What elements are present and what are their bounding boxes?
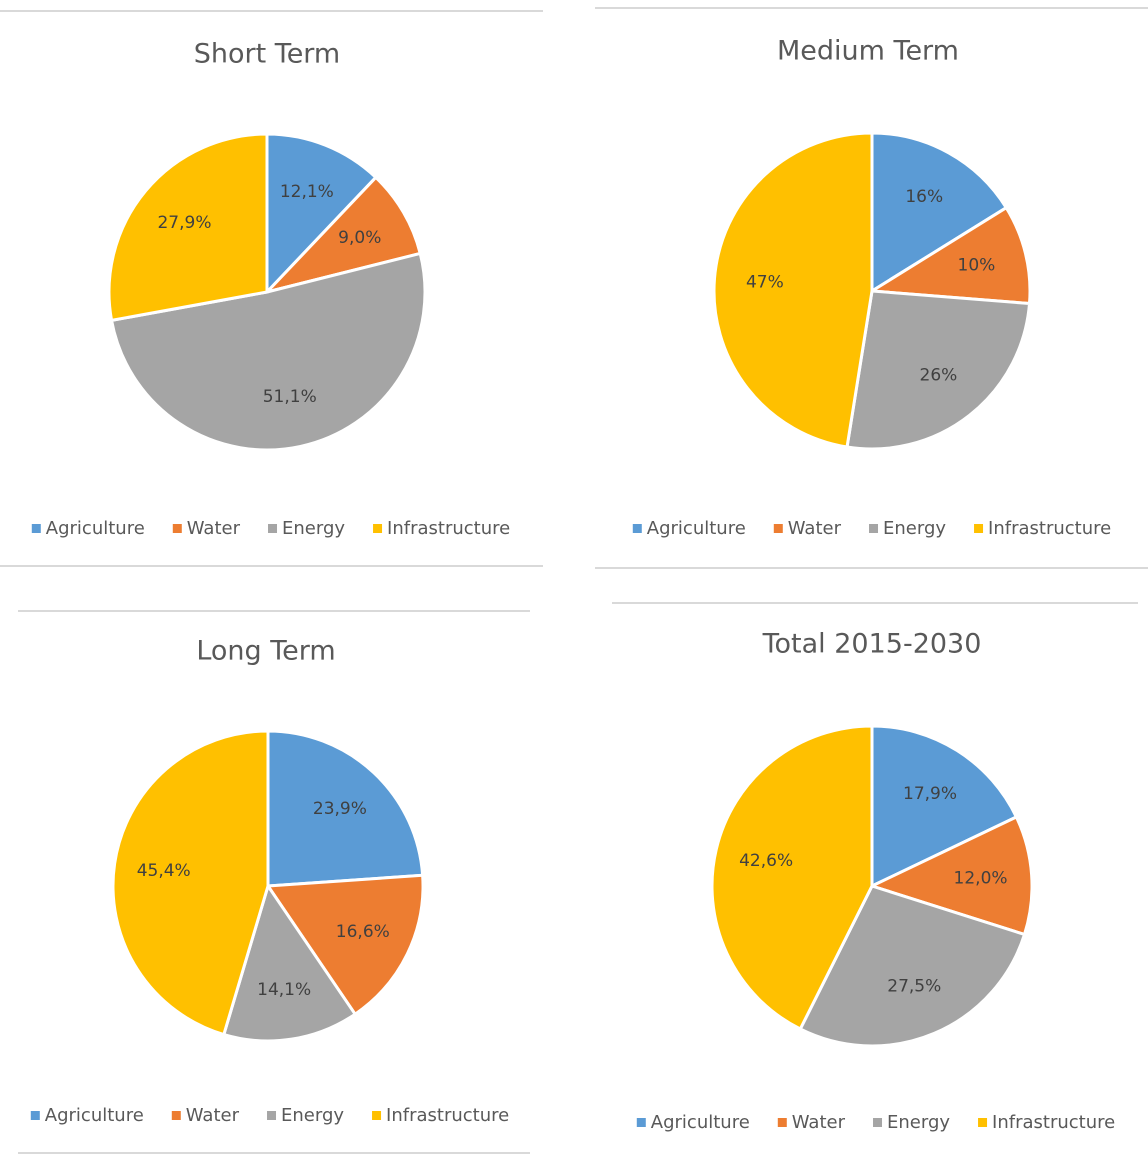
- pie-slice: [867, 205, 1032, 306]
- legend-label: Energy: [282, 518, 345, 539]
- legend-swatch: [373, 524, 383, 533]
- pie-slice: [870, 724, 1019, 889]
- data-label: 26%: [920, 365, 958, 385]
- pie-slice: [262, 175, 423, 295]
- data-label: 42,6%: [739, 851, 793, 871]
- legend-swatch: [268, 524, 278, 533]
- pie-slice: [111, 729, 270, 1037]
- pie-slice: [845, 289, 1032, 451]
- data-label: 12,0%: [954, 868, 1008, 888]
- legend-label: Agriculture: [647, 518, 746, 539]
- legend-swatch: [636, 1118, 646, 1127]
- legend-swatch: [267, 1111, 277, 1120]
- legend-swatch: [31, 524, 41, 533]
- pie-slice: [107, 132, 269, 323]
- pie-slice: [867, 814, 1034, 937]
- data-label: 17,9%: [903, 784, 957, 804]
- legend-label: Infrastructure: [988, 518, 1111, 539]
- legend-label: Infrastructure: [387, 518, 510, 539]
- data-label: 27,9%: [157, 213, 211, 233]
- legend-swatch: [632, 524, 642, 533]
- pie-slice: [265, 873, 425, 1017]
- chart-title: Short Term: [194, 39, 340, 70]
- data-label: 45,4%: [137, 861, 191, 881]
- pie-slice: [109, 251, 427, 452]
- legend-swatch: [869, 524, 879, 533]
- chart-title: Long Term: [196, 636, 335, 667]
- legend-swatch: [30, 1111, 40, 1120]
- legend-label: Infrastructure: [992, 1112, 1115, 1133]
- pie-slice: [710, 724, 874, 1032]
- legend-label: Energy: [887, 1112, 950, 1133]
- legend-swatch: [171, 1111, 181, 1120]
- legend-label: Energy: [883, 518, 946, 539]
- data-label: 47%: [746, 272, 784, 292]
- legend-label: Water: [187, 518, 241, 539]
- legend-label: Water: [788, 518, 842, 539]
- legend-swatch: [873, 1118, 883, 1127]
- data-label: 16,6%: [336, 922, 390, 942]
- legend-swatch: [978, 1118, 988, 1127]
- chart-title: Medium Term: [777, 36, 959, 67]
- data-label: 10%: [958, 256, 996, 276]
- legend-label: Agriculture: [45, 1105, 144, 1126]
- pie-slice: [266, 729, 425, 888]
- legend-label: Infrastructure: [386, 1105, 509, 1126]
- legend-label: Agriculture: [46, 518, 145, 539]
- legend-swatch: [974, 524, 984, 533]
- data-label: 27,5%: [887, 976, 941, 996]
- legend-swatch: [777, 1118, 787, 1127]
- pie-slice: [798, 884, 1027, 1048]
- data-label: 16%: [905, 187, 943, 207]
- data-label: 12,1%: [280, 182, 334, 202]
- pie-slice: [712, 131, 874, 449]
- pie-slice: [265, 132, 378, 296]
- legend-label: Agriculture: [651, 1112, 750, 1133]
- legend-swatch: [172, 524, 182, 533]
- data-label: 51,1%: [263, 387, 317, 407]
- legend-label: Water: [186, 1105, 240, 1126]
- legend-swatch: [773, 524, 783, 533]
- data-label: 14,1%: [257, 980, 311, 1000]
- pie-slice: [870, 131, 1009, 294]
- data-label: 23,9%: [313, 799, 367, 819]
- legend-label: Water: [792, 1112, 846, 1133]
- legend-label: Energy: [281, 1105, 344, 1126]
- chart-title: Total 2015-2030: [762, 629, 982, 660]
- legend-swatch: [372, 1111, 382, 1120]
- data-label: 9,0%: [338, 228, 381, 248]
